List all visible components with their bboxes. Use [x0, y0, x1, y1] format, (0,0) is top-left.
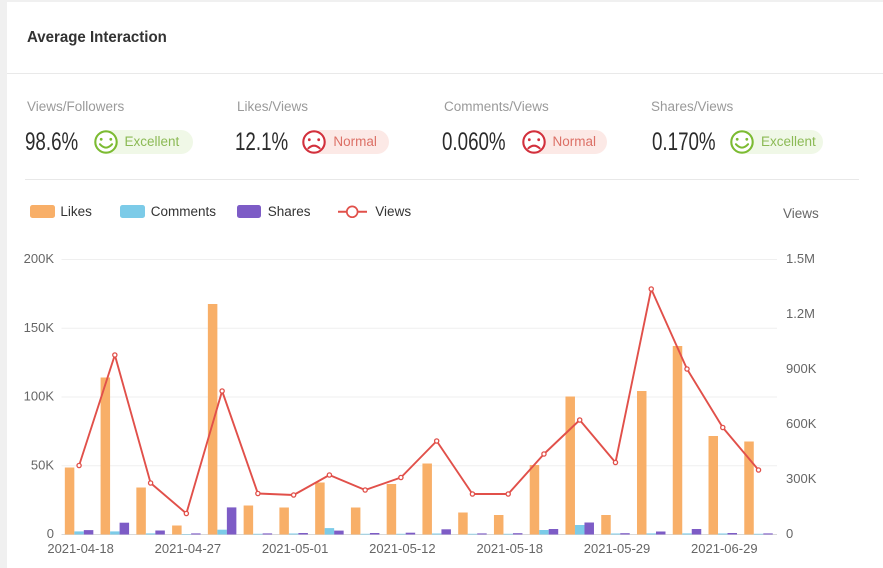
- svg-text:2021-04-18: 2021-04-18: [47, 541, 114, 556]
- svg-text:2021-04-27: 2021-04-27: [155, 541, 222, 556]
- svg-text:2021-05-18: 2021-05-18: [476, 541, 543, 556]
- svg-text:1.5M: 1.5M: [786, 251, 815, 266]
- svg-text:1.2M: 1.2M: [786, 306, 815, 321]
- svg-text:0: 0: [786, 526, 793, 541]
- svg-text:100K: 100K: [24, 389, 55, 404]
- svg-text:50K: 50K: [31, 457, 54, 472]
- svg-text:150K: 150K: [24, 320, 55, 335]
- svg-text:2021-05-29: 2021-05-29: [584, 541, 651, 556]
- svg-text:300K: 300K: [786, 471, 817, 486]
- svg-text:2021-05-12: 2021-05-12: [369, 541, 436, 556]
- svg-text:900K: 900K: [786, 361, 817, 376]
- svg-text:600K: 600K: [786, 416, 817, 431]
- svg-text:200K: 200K: [24, 251, 55, 266]
- svg-text:2021-06-29: 2021-06-29: [691, 541, 758, 556]
- svg-text:0: 0: [47, 526, 54, 541]
- svg-text:2021-05-01: 2021-05-01: [262, 541, 329, 556]
